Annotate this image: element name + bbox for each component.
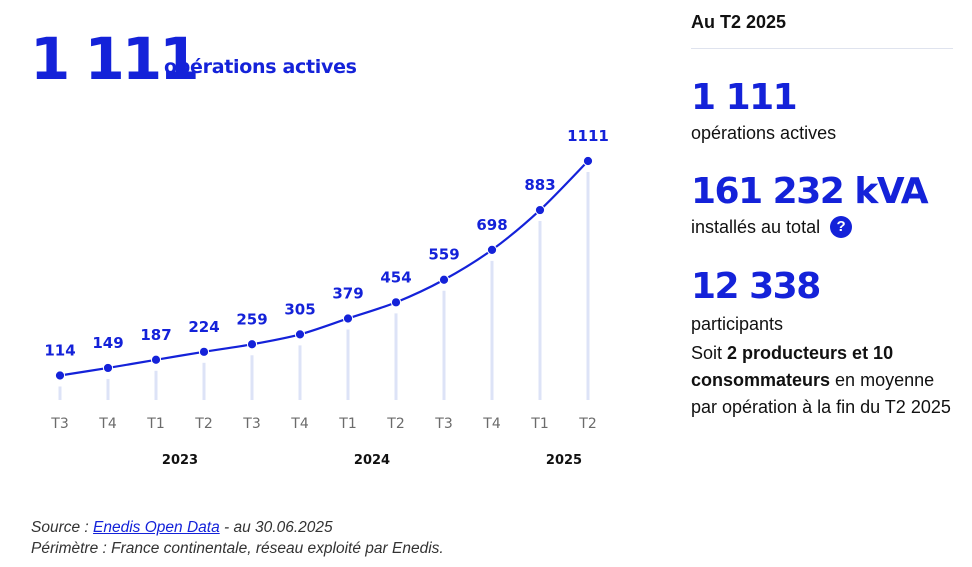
data-point xyxy=(342,313,354,324)
data-point xyxy=(246,339,258,350)
help-icon[interactable]: ? xyxy=(830,216,853,238)
data-label: 559 xyxy=(428,246,459,264)
data-label: 187 xyxy=(140,326,171,344)
data-point xyxy=(150,354,162,365)
data-point xyxy=(102,362,114,374)
source-link[interactable]: Enedis Open Data xyxy=(93,519,220,536)
bars-group xyxy=(58,172,590,400)
data-label: 114 xyxy=(44,341,75,359)
data-labels-group: 114 149 187 224 259 305 379 454 559 698 883 1111 xyxy=(44,127,609,359)
x-tick-label: T1 xyxy=(146,416,164,432)
headline-value: 1 111 xyxy=(30,25,200,93)
source-note: Source : Enedis Open Data - au 30.06.202… xyxy=(31,517,444,559)
divider xyxy=(691,48,953,49)
x-tick-label: T3 xyxy=(242,416,260,432)
desc-text-2: en moyenne par opération à la fin du T2 … xyxy=(691,370,951,417)
desc-text-1: Soit xyxy=(691,343,728,363)
x-tick-label: T3 xyxy=(50,416,68,432)
data-label: 883 xyxy=(524,176,555,194)
data-label: 305 xyxy=(284,300,315,318)
data-point xyxy=(486,244,498,255)
source-suffix: - au 30.06.2025 xyxy=(219,519,333,536)
scope-note: Périmètre : France continentale, réseau … xyxy=(31,540,444,557)
power-label-row: installés au total? xyxy=(691,216,853,238)
x-tick-label: T2 xyxy=(386,416,404,432)
data-point xyxy=(582,155,594,167)
data-label: 454 xyxy=(380,268,411,286)
x-tick-label: T3 xyxy=(434,416,452,432)
series-line xyxy=(59,160,589,377)
power-label: installés au total xyxy=(691,217,821,237)
participants-value: 12 338 xyxy=(691,266,821,307)
data-label: 224 xyxy=(188,318,219,336)
source-prefix: Source : xyxy=(31,519,94,536)
year-label: 2023 xyxy=(162,453,198,468)
data-label: 698 xyxy=(476,216,507,234)
participants-label: participants xyxy=(691,314,784,334)
data-point xyxy=(54,370,66,381)
headline-label: opérations actives xyxy=(164,56,357,78)
x-tick-label: T4 xyxy=(290,416,309,432)
participants-description: Soit 2 producteurs et 10 consommateurs e… xyxy=(691,340,953,421)
data-label: 149 xyxy=(92,334,123,352)
data-label: 259 xyxy=(236,310,267,328)
x-tick-label: T1 xyxy=(338,416,356,432)
points-group xyxy=(54,155,594,381)
year-label: 2024 xyxy=(354,453,390,468)
data-label: 379 xyxy=(332,284,363,302)
x-tick-label: T2 xyxy=(578,416,596,432)
data-point xyxy=(534,204,546,216)
operations-label: opérations actives xyxy=(691,123,837,143)
year-label: 2025 xyxy=(546,453,582,468)
operations-chart: 114 149 187 224 259 305 379 454 559 698 883 1111 T3… xyxy=(44,127,609,468)
x-tick-label: T2 xyxy=(194,416,212,432)
panel-title: Au T2 2025 xyxy=(691,12,787,32)
data-point xyxy=(390,297,402,308)
x-tick-label: T1 xyxy=(530,416,548,432)
desc-bold: 2 producteurs et 10 consommateurs xyxy=(691,343,894,390)
power-value: 161 232 kVA xyxy=(691,171,929,212)
year-labels-group: 2023 2024 2025 xyxy=(162,453,582,468)
data-label: 1111 xyxy=(567,127,609,145)
x-tick-label: T4 xyxy=(482,416,501,432)
data-point xyxy=(198,346,210,357)
data-point xyxy=(294,329,306,340)
data-point xyxy=(438,274,450,285)
x-tick-label: T4 xyxy=(98,416,117,432)
operations-value: 1 111 xyxy=(691,77,798,118)
x-ticks-group: T3 T4 T1 T2 T3 T4 T1 T2 T3 T4 T1 T2 xyxy=(50,416,596,432)
